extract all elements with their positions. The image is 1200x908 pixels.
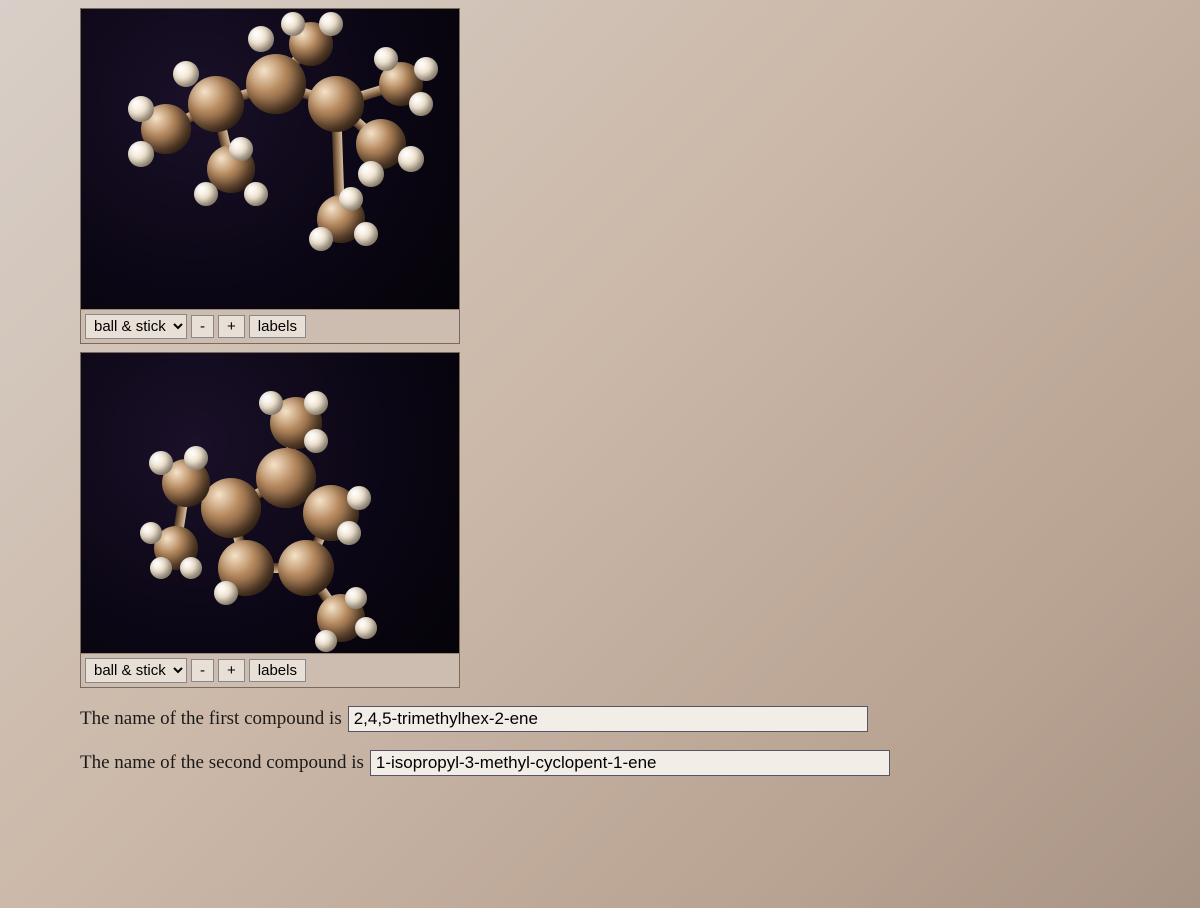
hydrogen-atom [355, 617, 377, 639]
render-mode-select-1[interactable]: ball & stickspacefillwireframe [85, 314, 187, 339]
hydrogen-atom [194, 182, 218, 206]
hydrogen-atom [339, 187, 363, 211]
hydrogen-atom [244, 182, 268, 206]
hydrogen-atom [409, 92, 433, 116]
hydrogen-atom [180, 557, 202, 579]
hydrogen-atom [184, 446, 208, 470]
hydrogen-atom [347, 486, 371, 510]
hydrogen-atom [150, 557, 172, 579]
answer-label-2: The name of the second compound is [80, 752, 364, 774]
hydrogen-atom [358, 161, 384, 187]
carbon-atom [201, 478, 261, 538]
hydrogen-atom [337, 521, 361, 545]
carbon-atom [278, 540, 334, 596]
hydrogen-atom [214, 581, 238, 605]
hydrogen-atom [128, 141, 154, 167]
hydrogen-atom [248, 26, 274, 52]
hydrogen-atom [414, 57, 438, 81]
hydrogen-atom [140, 522, 162, 544]
hydrogen-atom [304, 429, 328, 453]
hydrogen-atom [128, 96, 154, 122]
hydrogen-atom [315, 630, 337, 652]
hydrogen-atom [345, 587, 367, 609]
carbon-atom [246, 54, 306, 114]
hydrogen-atom [259, 391, 283, 415]
viewer-1: ball & stickspacefillwireframe - + label… [80, 8, 460, 344]
hydrogen-atom [304, 391, 328, 415]
render-mode-select-2[interactable]: ball & stickspacefillwireframe [85, 658, 187, 683]
viewer-2-toolbar: ball & stickspacefillwireframe - + label… [81, 653, 459, 687]
hydrogen-atom [309, 227, 333, 251]
viewer-1-toolbar: ball & stickspacefillwireframe - + label… [81, 309, 459, 343]
answer-input-2[interactable] [370, 750, 890, 776]
hydrogen-atom [173, 61, 199, 87]
hydrogen-atom [281, 12, 305, 36]
zoom-in-button-2[interactable]: + [218, 659, 245, 682]
zoom-out-button-1[interactable]: - [191, 315, 214, 338]
hydrogen-atom [319, 12, 343, 36]
labels-button-2[interactable]: labels [249, 659, 306, 682]
carbon-atom [308, 76, 364, 132]
hydrogen-atom [354, 222, 378, 246]
viewer-2: ball & stickspacefillwireframe - + label… [80, 352, 460, 688]
hydrogen-atom [149, 451, 173, 475]
carbon-atom [188, 76, 244, 132]
hydrogen-atom [398, 146, 424, 172]
answer-row-1: The name of the first compound is [80, 706, 1200, 732]
answer-input-1[interactable] [348, 706, 868, 732]
answer-label-1: The name of the first compound is [80, 708, 342, 730]
zoom-in-button-1[interactable]: + [218, 315, 245, 338]
answer-row-2: The name of the second compound is [80, 750, 1200, 776]
hydrogen-atom [229, 137, 253, 161]
molecule-canvas-2[interactable] [81, 353, 459, 653]
hydrogen-atom [374, 47, 398, 71]
labels-button-1[interactable]: labels [249, 315, 306, 338]
zoom-out-button-2[interactable]: - [191, 659, 214, 682]
molecule-canvas-1[interactable] [81, 9, 459, 309]
